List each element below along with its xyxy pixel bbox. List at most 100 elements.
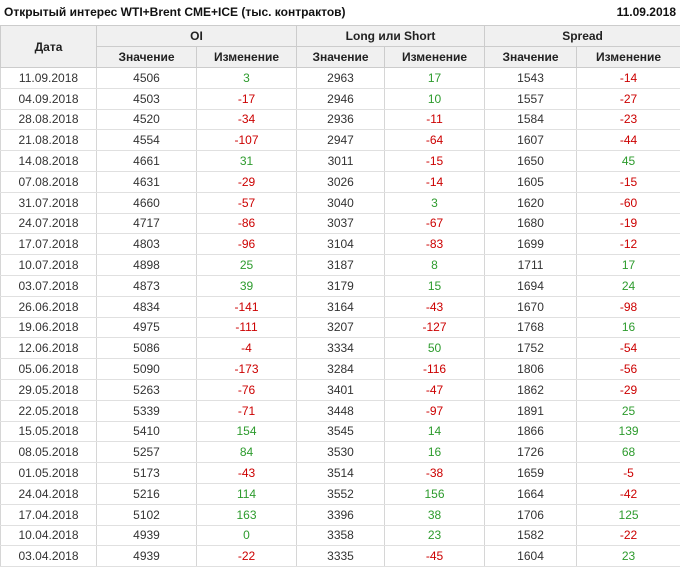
cell-date: 08.05.2018 [0, 441, 97, 464]
cell-long-value: 3164 [296, 295, 386, 318]
cell-spread-value: 1699 [484, 233, 578, 256]
cell-spread-change: -54 [576, 337, 680, 360]
cell-oi-change: 39 [195, 274, 298, 297]
cell-oi-value: 5216 [96, 482, 197, 505]
cell-long-change: -11 [384, 108, 486, 131]
cell-oi-value: 5173 [96, 462, 197, 484]
cell-spread-change: -60 [576, 191, 680, 214]
cell-spread-change: -44 [576, 129, 680, 152]
table-row: 11.09.2018 4506 3 2963 17 1543 -14 [0, 67, 680, 89]
cell-oi-change: -29 [195, 170, 298, 193]
cell-spread-value: 1557 [484, 87, 578, 110]
cell-spread-value: 1650 [484, 150, 578, 172]
table-header: Дата OI Long или Short Spread Значение И… [0, 25, 680, 68]
table-row: 04.09.2018 4503 -17 2946 10 1557 -27 [0, 87, 680, 110]
table-row: 28.08.2018 4520 -34 2936 -11 1584 -23 [0, 108, 680, 131]
cell-long-value: 2936 [296, 108, 386, 131]
cell-spread-value: 1862 [484, 378, 578, 401]
cell-oi-change: -57 [195, 191, 298, 214]
col-header-spread-value: Значение [484, 46, 578, 68]
cell-spread-change: 23 [576, 545, 680, 567]
cell-oi-value: 4503 [96, 87, 197, 110]
cell-spread-change: -29 [576, 378, 680, 401]
cell-long-change: -47 [384, 378, 486, 401]
table-row: 14.08.2018 4661 31 3011 -15 1650 45 [0, 150, 680, 172]
cell-oi-change: -141 [195, 295, 298, 318]
cell-date: 24.04.2018 [0, 482, 97, 505]
cell-spread-change: -19 [576, 212, 680, 235]
cell-date: 17.04.2018 [0, 503, 97, 526]
cell-spread-change: 25 [576, 399, 680, 422]
cell-long-change: -67 [384, 212, 486, 235]
cell-spread-change: 24 [576, 274, 680, 297]
cell-long-change: -45 [384, 545, 486, 567]
cell-date: 24.07.2018 [0, 212, 97, 235]
cell-oi-value: 5102 [96, 503, 197, 526]
cell-spread-value: 1706 [484, 503, 578, 526]
cell-spread-value: 1726 [484, 441, 578, 464]
cell-date: 10.07.2018 [0, 254, 97, 276]
cell-long-change: -127 [384, 316, 486, 339]
cell-long-value: 2947 [296, 129, 386, 152]
cell-spread-value: 1670 [484, 295, 578, 318]
cell-long-change: 10 [384, 87, 486, 110]
titlebar: Открытый интерес WTI+Brent CME+ICE (тыс.… [0, 0, 680, 25]
cell-oi-change: -96 [195, 233, 298, 256]
cell-spread-change: -14 [576, 67, 680, 89]
cell-long-change: -116 [384, 358, 486, 380]
cell-oi-value: 4975 [96, 316, 197, 339]
cell-long-change: 50 [384, 337, 486, 360]
col-header-long-value: Значение [296, 46, 386, 68]
col-header-oi-value: Значение [96, 46, 197, 68]
cell-oi-change: 0 [195, 524, 298, 547]
cell-long-value: 3284 [296, 358, 386, 380]
cell-long-change: 23 [384, 524, 486, 547]
cell-spread-change: -22 [576, 524, 680, 547]
group-header-oi: OI [95, 25, 298, 47]
cell-long-change: 38 [384, 503, 486, 526]
report-date: 11.09.2018 [616, 5, 676, 19]
col-header-long-change: Изменение [384, 46, 486, 68]
cell-oi-value: 4554 [96, 129, 197, 152]
cell-long-value: 3358 [296, 524, 386, 547]
cell-oi-change: 154 [195, 420, 298, 443]
cell-spread-value: 1694 [484, 274, 578, 297]
col-header-oi-change: Изменение [195, 46, 298, 68]
table-row: 17.04.2018 5102 163 3396 38 1706 125 [0, 503, 680, 526]
cell-spread-value: 1752 [484, 337, 578, 360]
table-row: 29.05.2018 5263 -76 3401 -47 1862 -29 [0, 378, 680, 401]
cell-oi-value: 4939 [96, 524, 197, 547]
cell-date: 26.06.2018 [0, 295, 97, 318]
cell-long-value: 3396 [296, 503, 386, 526]
page-title: Открытый интерес WTI+Brent CME+ICE (тыс.… [4, 5, 346, 19]
cell-oi-value: 5090 [96, 358, 197, 380]
table-row: 03.07.2018 4873 39 3179 15 1694 24 [0, 274, 680, 297]
cell-oi-change: -86 [195, 212, 298, 235]
cell-date: 22.05.2018 [0, 399, 97, 422]
cell-long-change: -15 [384, 150, 486, 172]
cell-long-value: 3334 [296, 337, 386, 360]
cell-oi-value: 5339 [96, 399, 197, 422]
table-row: 10.04.2018 4939 0 3358 23 1582 -22 [0, 524, 680, 547]
cell-spread-change: 45 [576, 150, 680, 172]
cell-long-value: 3037 [296, 212, 386, 235]
cell-oi-change: -43 [195, 462, 298, 484]
cell-spread-change: 68 [576, 441, 680, 464]
cell-spread-value: 1806 [484, 358, 578, 380]
cell-spread-change: 17 [576, 254, 680, 276]
table-row: 01.05.2018 5173 -43 3514 -38 1659 -5 [0, 462, 680, 484]
cell-spread-value: 1620 [484, 191, 578, 214]
cell-long-value: 3187 [296, 254, 386, 276]
cell-spread-change: -98 [576, 295, 680, 318]
cell-spread-change: -12 [576, 233, 680, 256]
cell-long-change: -43 [384, 295, 486, 318]
table-row: 12.06.2018 5086 -4 3334 50 1752 -54 [0, 337, 680, 360]
cell-long-change: -97 [384, 399, 486, 422]
cell-spread-value: 1680 [484, 212, 578, 235]
cell-date: 31.07.2018 [0, 191, 97, 214]
cell-spread-change: -56 [576, 358, 680, 380]
cell-oi-change: 163 [195, 503, 298, 526]
cell-long-change: -83 [384, 233, 486, 256]
cell-long-change: 15 [384, 274, 486, 297]
cell-oi-change: -22 [195, 545, 298, 567]
